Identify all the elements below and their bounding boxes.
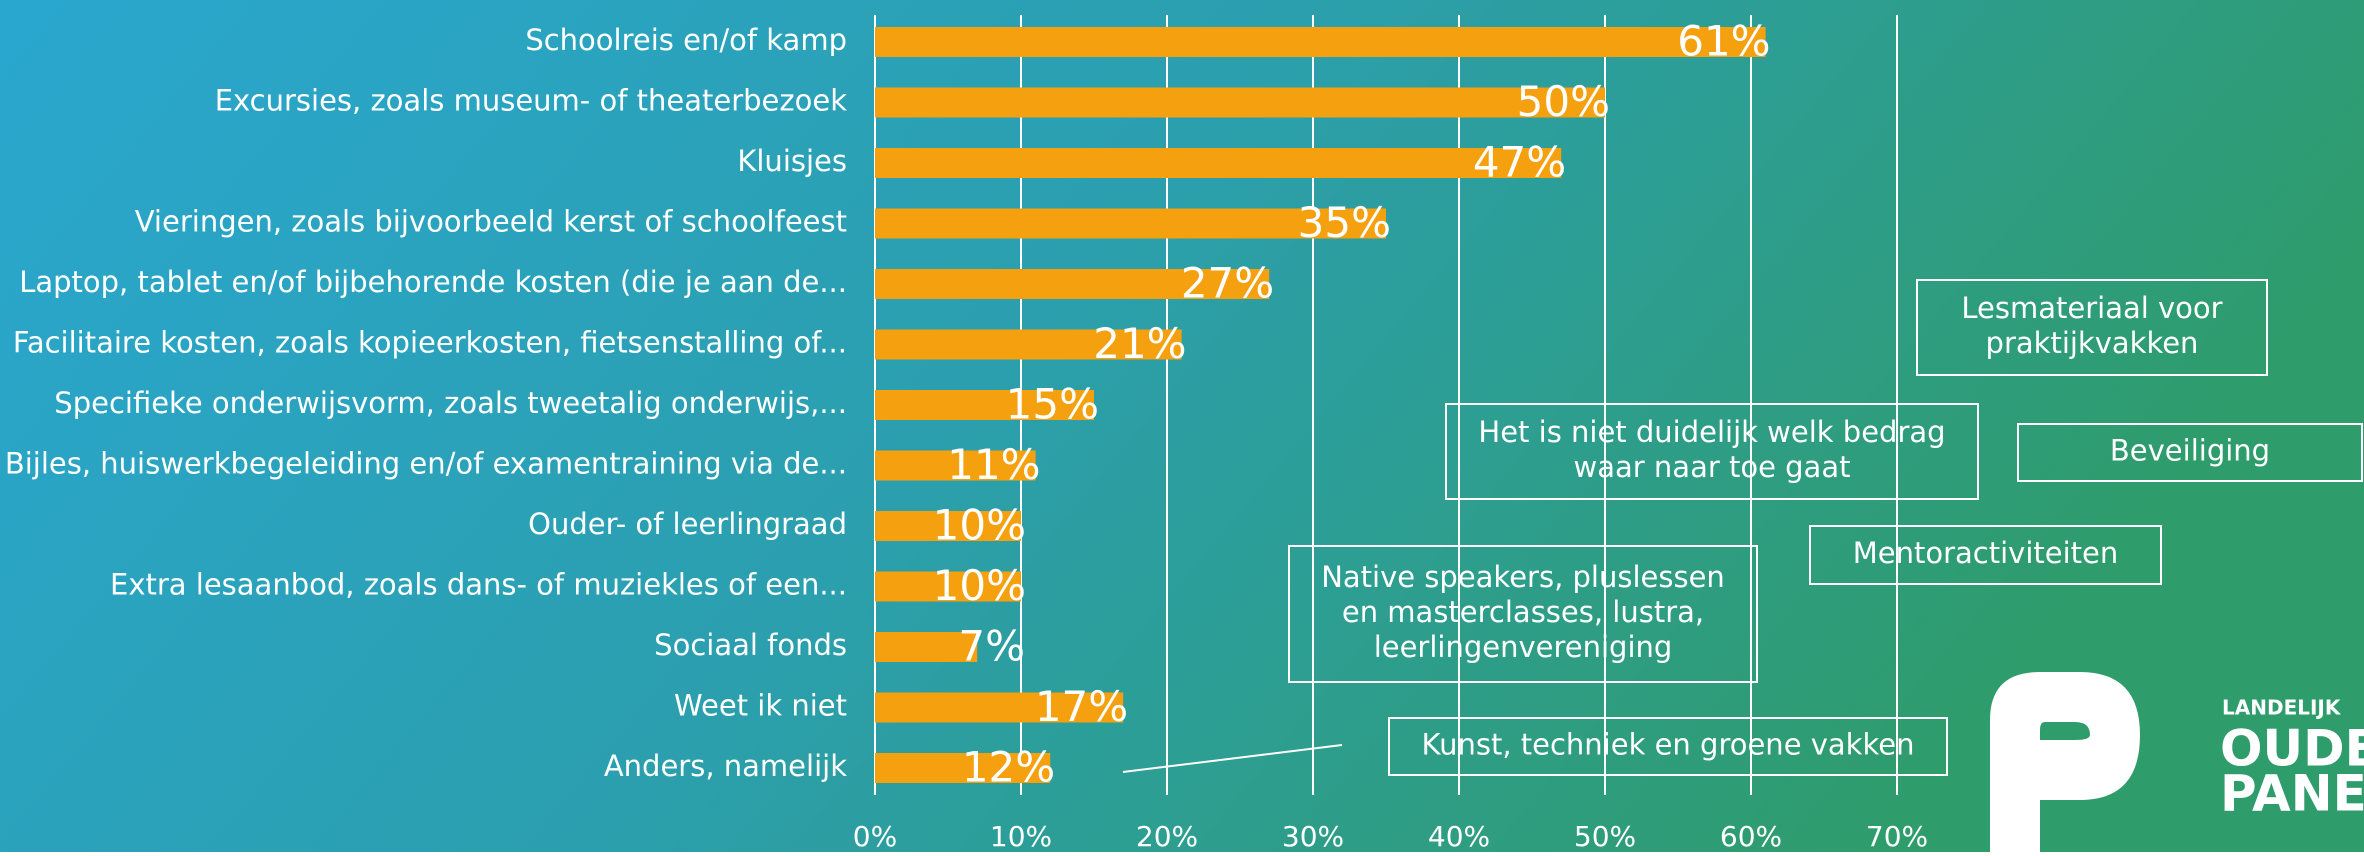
annotation-text: waar naar toe gaat — [1574, 450, 1851, 484]
value-label: 61% — [1677, 17, 1770, 66]
value-label: 21% — [1093, 319, 1186, 368]
bar — [875, 148, 1561, 178]
category-label: Facilitaire kosten, zoals kopieerkosten,… — [13, 326, 847, 360]
value-label: 10% — [933, 561, 1026, 610]
chart: 0% 10% 20% 30% 40% 50% 60% 70% Schoolreis en/of … — [0, 0, 2364, 852]
annotation-text: leerlingenvereniging — [1374, 630, 1673, 664]
x-tick-label: 50% — [1574, 820, 1636, 852]
annotation-text: Lesmateriaal voor — [1961, 291, 2222, 325]
annotation-text: en masterclasses, lustra, — [1342, 595, 1704, 629]
category-label: Extra lesaanbod, zoals dans- of muziekle… — [110, 568, 847, 602]
value-label: 35% — [1298, 198, 1391, 247]
category-label: Anders, namelijk — [604, 749, 847, 783]
bar — [875, 88, 1605, 118]
annotation-text: Native speakers, pluslessen — [1321, 560, 1725, 594]
x-tick-label: 20% — [1136, 820, 1198, 852]
category-label: Specifieke onderwijsvorm, zoals tweetali… — [54, 386, 847, 420]
category-label: Bijles, huiswerkbegeleiding en/of examen… — [5, 447, 847, 481]
category-label: Excursies, zoals museum- of theaterbezoe… — [215, 84, 848, 118]
annotation-text: Beveiliging — [2110, 434, 2270, 468]
x-tick-label: 40% — [1428, 820, 1490, 852]
category-label: Schoolreis en/of kamp — [525, 23, 847, 57]
value-label: 47% — [1473, 138, 1566, 187]
annotation-text: praktijkvakken — [1986, 326, 2199, 360]
value-label: 12% — [962, 743, 1055, 792]
x-tick-label: 0% — [853, 820, 897, 852]
category-label: Ouder- of leerlingraad — [528, 507, 847, 541]
annotation-text: Mentoractiviteiten — [1853, 536, 2119, 570]
logo-text: LANDELIJK — [2222, 696, 2342, 720]
x-tick-label: 70% — [1866, 820, 1928, 852]
value-label: 50% — [1517, 77, 1610, 126]
x-tick-label: 60% — [1720, 820, 1782, 852]
value-label: 27% — [1181, 259, 1274, 308]
logo-text: PANE — [2220, 765, 2364, 823]
x-tick-label: 30% — [1282, 820, 1344, 852]
x-tick-label: 10% — [990, 820, 1052, 852]
category-label: Sociaal fonds — [654, 628, 847, 662]
value-label: 15% — [1006, 380, 1099, 429]
value-label: 10% — [933, 501, 1026, 550]
category-label: Kluisjes — [737, 144, 847, 178]
value-label: 17% — [1035, 682, 1128, 731]
category-label: Vieringen, zoals bijvoorbeeld kerst of s… — [135, 205, 847, 239]
annotation-text: Het is niet duidelijk welk bedrag — [1478, 415, 1945, 449]
annotation-text: Kunst, techniek en groene vakken — [1422, 728, 1915, 762]
category-label: Laptop, tablet en/of bijbehorende kosten… — [19, 265, 847, 299]
value-label: 11% — [947, 440, 1040, 489]
category-label: Weet ik niet — [674, 689, 847, 723]
bar — [875, 27, 1766, 57]
value-label: 7% — [958, 622, 1025, 671]
